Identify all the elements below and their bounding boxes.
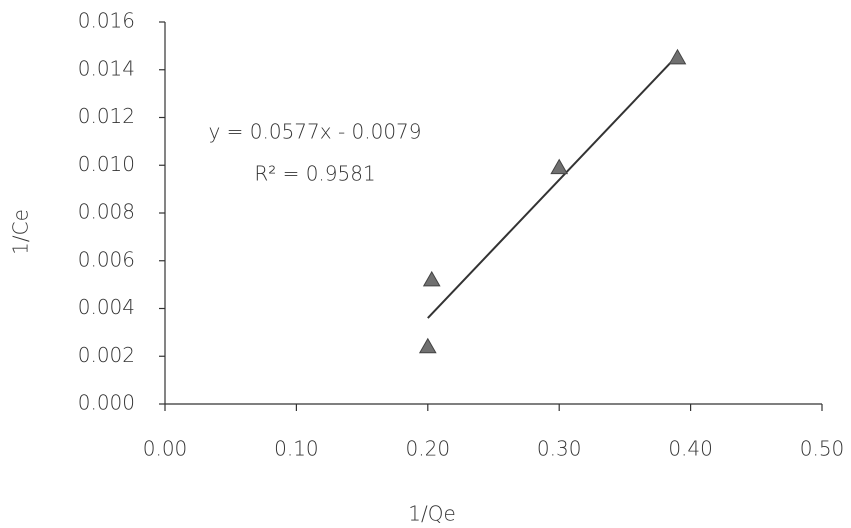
y-axis-label: 1/Ce bbox=[9, 209, 33, 255]
chart: y = 0.0577x - 0.0079 R² = 0.9581 1/Qe 1/… bbox=[0, 0, 851, 528]
y-tick-label: 0.014 bbox=[78, 56, 135, 80]
y-tick-label: 0.008 bbox=[78, 200, 135, 224]
y-tick-label: 0.010 bbox=[78, 152, 135, 176]
y-tick-label: 0.004 bbox=[78, 295, 135, 319]
x-tick-label: 0.10 bbox=[274, 437, 319, 461]
x-tick-label: 0.00 bbox=[143, 437, 188, 461]
x-axis-label: 1/Qe bbox=[408, 502, 456, 526]
x-tick-label: 0.40 bbox=[668, 437, 713, 461]
y-tick-label: 0.000 bbox=[78, 391, 135, 415]
y-tick-label: 0.016 bbox=[78, 9, 135, 33]
y-tick-label: 0.006 bbox=[78, 247, 135, 271]
r-squared: R² = 0.9581 bbox=[254, 162, 375, 186]
x-tick-label: 0.30 bbox=[537, 437, 582, 461]
x-tick-label: 0.50 bbox=[800, 437, 845, 461]
y-tick-label: 0.002 bbox=[78, 343, 135, 367]
x-tick-label: 0.20 bbox=[406, 437, 451, 461]
y-tick-label: 0.012 bbox=[78, 104, 135, 128]
equation: y = 0.0577x - 0.0079 bbox=[208, 120, 421, 144]
